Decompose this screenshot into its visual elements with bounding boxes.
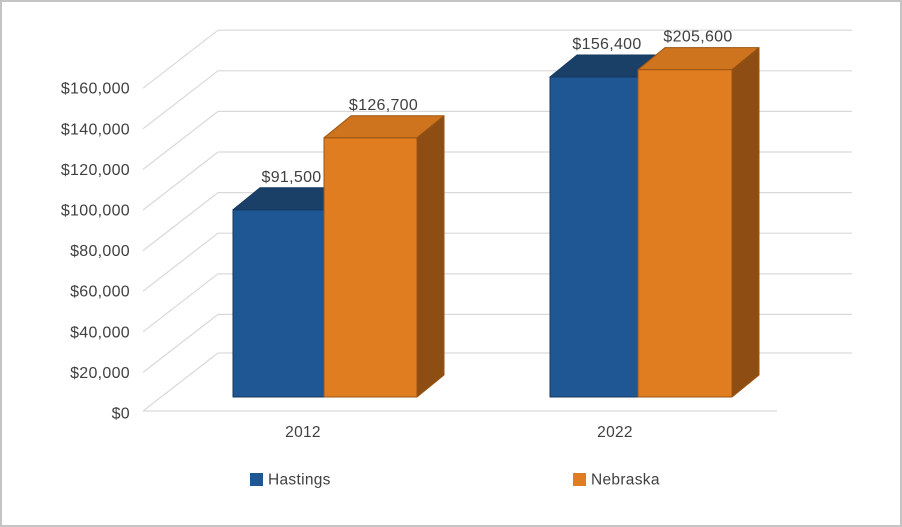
y-gridline-sidewall xyxy=(142,273,219,333)
bar-nebraska-2022[interactable] xyxy=(637,47,760,398)
y-gridline-sidewall xyxy=(142,232,219,292)
y-axis-tick-label: $140,000 xyxy=(61,121,130,138)
data-label: $91,500 xyxy=(262,169,322,186)
data-label: $156,400 xyxy=(572,36,641,53)
bar-face-side xyxy=(731,47,760,398)
bar-face-front xyxy=(637,69,733,398)
legend-item-hastings[interactable]: Hastings xyxy=(250,472,331,489)
x-axis-category-label: 2022 xyxy=(597,424,633,441)
bar-face-front xyxy=(549,76,639,398)
legend-swatch-hastings xyxy=(250,473,263,486)
y-axis-tick-label: $120,000 xyxy=(61,162,130,179)
y-axis-tick-label: $80,000 xyxy=(70,243,130,260)
data-label: $205,600 xyxy=(663,29,732,46)
y-gridline-sidewall xyxy=(142,29,219,89)
y-gridline-sidewall xyxy=(142,70,219,130)
bar-face-front xyxy=(323,137,418,398)
legend-swatch-nebraska xyxy=(573,473,586,486)
x-axis-category-label: 2012 xyxy=(285,424,321,441)
y-gridline-sidewall xyxy=(142,352,219,412)
y-gridline-sidewall xyxy=(142,192,219,252)
bar-nebraska-2012[interactable] xyxy=(323,115,445,398)
legend-item-nebraska[interactable]: Nebraska xyxy=(573,472,660,489)
y-axis-tick-label: $100,000 xyxy=(61,203,130,220)
y-gridline-sidewall xyxy=(142,151,219,211)
y-axis-tick-label: $20,000 xyxy=(70,365,130,382)
y-axis-tick-label: $60,000 xyxy=(70,284,130,301)
legend-label: Hastings xyxy=(268,472,331,489)
y-axis-tick-label: $40,000 xyxy=(70,324,130,341)
y-axis-tick-label: $160,000 xyxy=(61,81,130,98)
data-label: $126,700 xyxy=(349,97,418,114)
bar-face-side xyxy=(416,115,445,398)
y-gridline-sidewall xyxy=(142,313,219,373)
legend-label: Nebraska xyxy=(591,472,660,489)
bar-face-front xyxy=(232,209,325,398)
y-axis-tick-label: $0 xyxy=(112,406,130,423)
y-gridline-sidewall xyxy=(142,110,219,170)
